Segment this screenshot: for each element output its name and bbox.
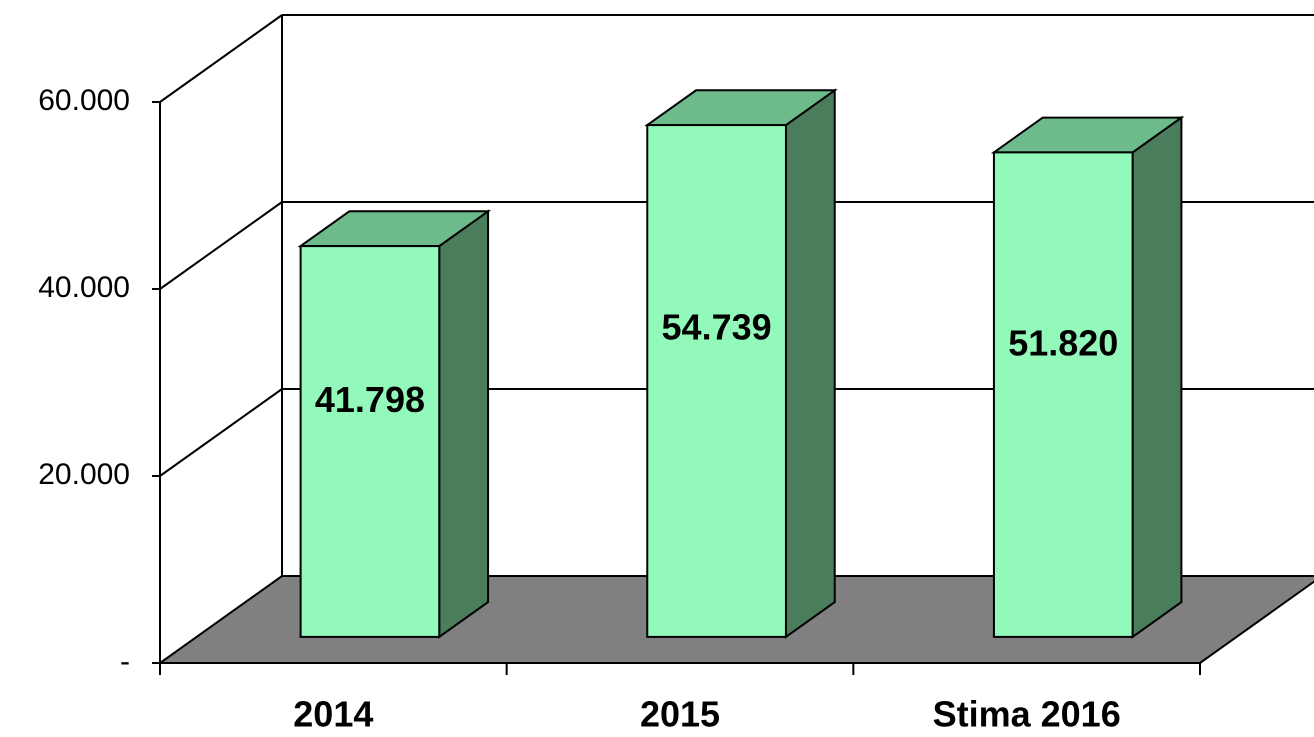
bar xyxy=(299,245,441,638)
y-tick-label: - xyxy=(120,645,130,678)
x-tick-label: 2014 xyxy=(293,694,373,735)
grid-line-side xyxy=(159,14,283,103)
data-label: 54.739 xyxy=(662,306,772,347)
x-tick-label: 2015 xyxy=(640,694,720,735)
bar xyxy=(992,151,1134,638)
bar-side xyxy=(438,209,490,639)
y-tick-label: 20.000 xyxy=(38,458,130,491)
x-tick-label: Stima 2016 xyxy=(933,694,1121,735)
y-tick-label: 40.000 xyxy=(38,271,130,304)
grid-line-side xyxy=(159,388,283,477)
data-label: 51.820 xyxy=(1008,323,1118,364)
y-tick-label: 60.000 xyxy=(38,84,130,117)
grid-line-side xyxy=(159,201,283,290)
data-label: 41.798 xyxy=(315,379,425,420)
bar-side xyxy=(1131,115,1183,639)
bar-side xyxy=(784,88,836,639)
bar xyxy=(646,124,787,638)
